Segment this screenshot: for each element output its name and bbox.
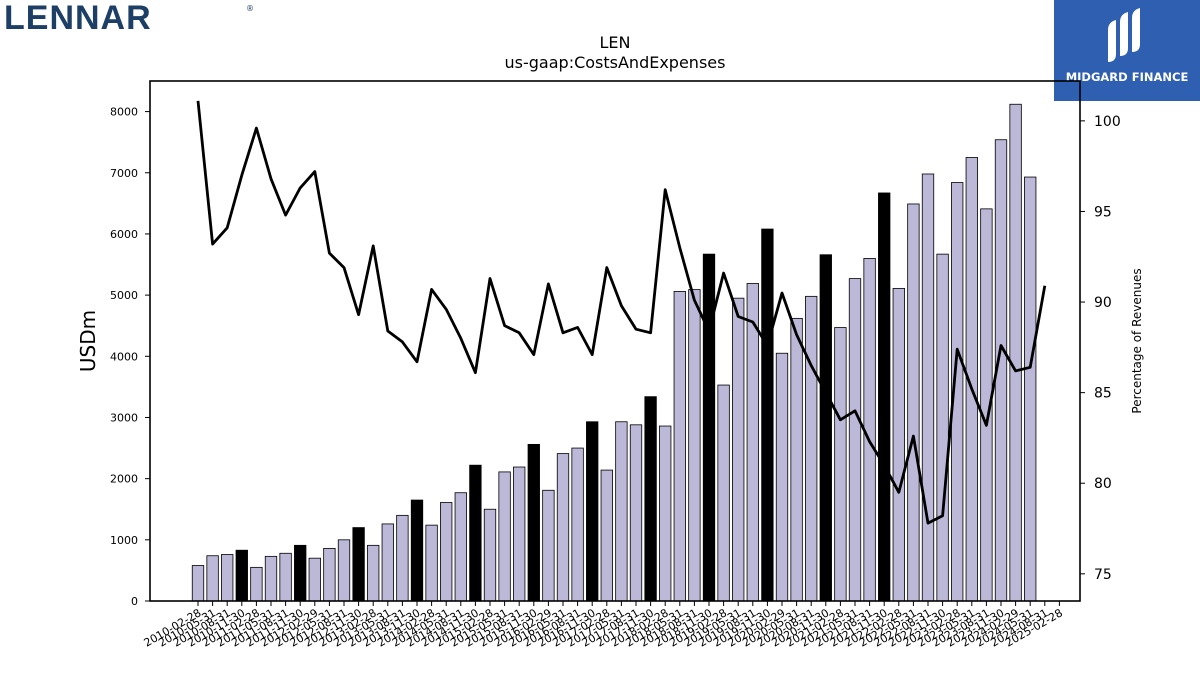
- bar: [337, 539, 351, 602]
- bar: [936, 253, 949, 602]
- bars-layer: [191, 103, 1037, 602]
- bar: [294, 544, 307, 602]
- axes-layer: 0 1000 2000 3000 4000 5000 6000 7000 8000 75 80 85 9…: [110, 80, 1121, 650]
- bar: [659, 425, 672, 602]
- y-tick-label: 4000: [110, 350, 138, 363]
- bar: [673, 291, 686, 602]
- bar: [571, 447, 584, 602]
- y2-axis-label: Percentage of Revenues: [1130, 268, 1144, 413]
- bar: [308, 557, 321, 602]
- bar: [513, 466, 526, 602]
- lennar-logo-text: LENNAR: [4, 0, 152, 37]
- registered-mark-icon: ®: [246, 4, 254, 13]
- bar: [921, 173, 935, 602]
- bar: [381, 523, 394, 602]
- bar: [907, 203, 920, 602]
- midgard-finance-logo: MIDGARD FINANCE: [1054, 0, 1200, 101]
- chart-title: LEN: [600, 33, 631, 52]
- y-tick-label: 0: [131, 595, 138, 608]
- y2-tick-label: 80: [1094, 476, 1112, 492]
- y-tick-label: 2000: [110, 473, 138, 486]
- bar: [498, 471, 511, 602]
- y-tick-label: 8000: [110, 106, 138, 119]
- y2-tick-label: 75: [1094, 567, 1112, 583]
- y2-tick-label: 95: [1094, 204, 1112, 220]
- bar: [629, 424, 643, 602]
- bar: [264, 555, 278, 602]
- bar: [483, 508, 497, 602]
- bar: [1009, 103, 1022, 602]
- y-tick-label: 7000: [110, 167, 138, 180]
- bar: [396, 514, 409, 602]
- y2-tick-label: 90: [1094, 295, 1112, 311]
- bar: [790, 317, 803, 602]
- lennar-logo: LENNAR ®: [4, 0, 254, 37]
- bar: [892, 287, 905, 602]
- bar: [440, 502, 453, 602]
- bar: [206, 555, 219, 602]
- bar: [688, 289, 701, 602]
- bar: [454, 492, 467, 602]
- bar: [761, 228, 774, 602]
- bar: [279, 552, 292, 602]
- bar: [615, 421, 628, 602]
- bar: [556, 453, 570, 602]
- bar: [775, 352, 789, 602]
- midgard-emblem-icon: [1108, 8, 1140, 62]
- y-axis-label: USDm: [76, 310, 100, 372]
- y-tick-label: 3000: [110, 411, 138, 424]
- bar: [410, 499, 424, 602]
- bar: [848, 278, 862, 602]
- bar: [702, 253, 716, 602]
- bar: [352, 527, 365, 602]
- bar: [805, 295, 818, 602]
- bar: [600, 469, 613, 602]
- bar: [863, 258, 876, 602]
- percentage-line: [196, 100, 1047, 525]
- bar: [191, 565, 205, 602]
- bar: [250, 566, 263, 602]
- y2-tick-label: 100: [1094, 114, 1121, 130]
- bar: [323, 547, 336, 602]
- y2-tick-label: 85: [1094, 386, 1112, 402]
- bar: [221, 554, 234, 602]
- bar: [717, 384, 730, 602]
- plot-frame: [149, 80, 1081, 602]
- bar: [425, 524, 438, 602]
- bar: [1024, 176, 1037, 602]
- bar: [586, 421, 599, 602]
- bar: [235, 549, 248, 602]
- bar: [527, 443, 540, 602]
- midgard-finance-label: MIDGARD FINANCE: [1065, 70, 1189, 84]
- chart-subtitle: us-gaap:CostsAndExpenses: [505, 53, 726, 72]
- bar: [878, 192, 891, 602]
- y-tick-label: 6000: [110, 228, 138, 241]
- bar: [834, 327, 847, 602]
- bar: [469, 464, 482, 602]
- bar: [542, 489, 555, 602]
- bar: [732, 297, 745, 602]
- bar: [819, 254, 832, 602]
- y-tick-label: 5000: [110, 289, 138, 302]
- line-layer: [196, 100, 1047, 525]
- bar: [367, 544, 380, 602]
- y-tick-label: 1000: [110, 534, 138, 547]
- bar: [644, 396, 657, 602]
